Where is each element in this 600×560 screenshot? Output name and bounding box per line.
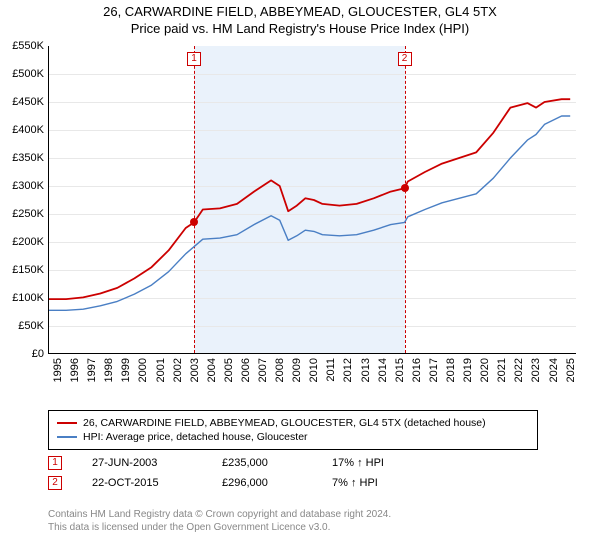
- x-tick-label: 2006: [240, 358, 252, 382]
- chart-container: 26, CARWARDINE FIELD, ABBEYMEAD, GLOUCES…: [0, 0, 600, 560]
- series-hpi: [49, 116, 570, 310]
- x-tick-label: 2019: [462, 358, 474, 382]
- legend-swatch: [57, 422, 77, 424]
- y-tick-label: £100K: [4, 292, 44, 304]
- legend-label: HPI: Average price, detached house, Glou…: [83, 431, 308, 443]
- x-tick-label: 1996: [69, 358, 81, 382]
- x-tick-label: 2021: [496, 358, 508, 382]
- y-tick-label: £500K: [4, 68, 44, 80]
- x-tick-label: 2020: [479, 358, 491, 382]
- series-property: [49, 99, 570, 299]
- x-tick-label: 2004: [206, 358, 218, 382]
- y-tick-label: £50K: [4, 320, 44, 332]
- x-tick-label: 2017: [428, 358, 440, 382]
- sale-row: 1 27-JUN-2003 £235,000 17% ↑ HPI: [48, 456, 412, 470]
- plot-area: 12: [48, 46, 576, 354]
- x-tick-label: 2002: [172, 358, 184, 382]
- x-tick-label: 2016: [411, 358, 423, 382]
- sale-price: £296,000: [222, 477, 302, 489]
- legend-row: 26, CARWARDINE FIELD, ABBEYMEAD, GLOUCES…: [57, 417, 529, 429]
- x-tick-label: 1995: [52, 358, 64, 382]
- sale-diff: 7% ↑ HPI: [332, 477, 412, 489]
- y-tick-label: £550K: [4, 40, 44, 52]
- x-tick-label: 2024: [548, 358, 560, 382]
- x-tick-label: 2007: [257, 358, 269, 382]
- legend-row: HPI: Average price, detached house, Glou…: [57, 431, 529, 443]
- sale-price: £235,000: [222, 457, 302, 469]
- x-tick-label: 2018: [445, 358, 457, 382]
- x-tick-label: 1998: [103, 358, 115, 382]
- title-subtitle: Price paid vs. HM Land Registry's House …: [0, 21, 600, 36]
- y-tick-label: £350K: [4, 152, 44, 164]
- x-tick-label: 2010: [308, 358, 320, 382]
- sales-table: 1 27-JUN-2003 £235,000 17% ↑ HPI 2 22-OCT-201…: [48, 456, 412, 496]
- legend: 26, CARWARDINE FIELD, ABBEYMEAD, GLOUCES…: [48, 410, 538, 450]
- sale-row: 2 22-OCT-2015 £296,000 7% ↑ HPI: [48, 476, 412, 490]
- x-tick-label: 2009: [291, 358, 303, 382]
- x-tick-label: 2022: [513, 358, 525, 382]
- sale-number-box: 1: [48, 456, 62, 470]
- x-tick-label: 2003: [189, 358, 201, 382]
- x-tick-label: 2025: [565, 358, 577, 382]
- x-tick-label: 2013: [360, 358, 372, 382]
- license-text: Contains HM Land Registry data © Crown c…: [48, 508, 391, 534]
- x-tick-label: 1999: [120, 358, 132, 382]
- y-tick-label: £250K: [4, 208, 44, 220]
- x-tick-label: 2023: [530, 358, 542, 382]
- legend-swatch: [57, 436, 77, 438]
- x-tick-label: 1997: [86, 358, 98, 382]
- x-tick-label: 2000: [137, 358, 149, 382]
- y-tick-label: £300K: [4, 180, 44, 192]
- legend-label: 26, CARWARDINE FIELD, ABBEYMEAD, GLOUCES…: [83, 417, 486, 429]
- x-tick-label: 2005: [223, 358, 235, 382]
- sale-diff: 17% ↑ HPI: [332, 457, 412, 469]
- y-tick-label: £150K: [4, 264, 44, 276]
- y-tick-label: £400K: [4, 124, 44, 136]
- sale-number-box: 2: [48, 476, 62, 490]
- x-tick-label: 2008: [274, 358, 286, 382]
- title-block: 26, CARWARDINE FIELD, ABBEYMEAD, GLOUCES…: [0, 0, 600, 36]
- y-tick-label: £0: [4, 348, 44, 360]
- x-tick-label: 2015: [394, 358, 406, 382]
- y-tick-label: £200K: [4, 236, 44, 248]
- title-address: 26, CARWARDINE FIELD, ABBEYMEAD, GLOUCES…: [0, 4, 600, 19]
- x-tick-label: 2012: [342, 358, 354, 382]
- x-tick-label: 2014: [377, 358, 389, 382]
- sale-date: 27-JUN-2003: [92, 457, 192, 469]
- series-svg: [49, 46, 577, 354]
- y-tick-label: £450K: [4, 96, 44, 108]
- x-tick-label: 2001: [155, 358, 167, 382]
- x-tick-label: 2011: [325, 358, 337, 382]
- license-line1: Contains HM Land Registry data © Crown c…: [48, 508, 391, 521]
- license-line2: This data is licensed under the Open Gov…: [48, 521, 391, 534]
- sale-date: 22-OCT-2015: [92, 477, 192, 489]
